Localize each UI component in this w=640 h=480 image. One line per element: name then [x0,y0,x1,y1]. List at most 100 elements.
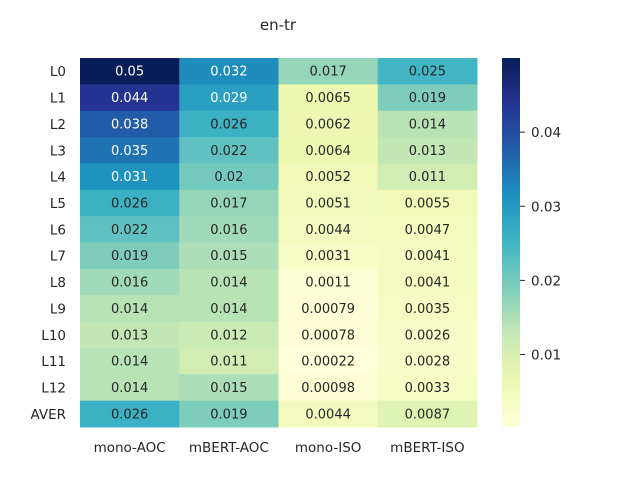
heatmap-cell [179,295,279,323]
cell-value-label: 0.011 [210,355,247,370]
cell-value-label: 0.0047 [405,223,451,238]
cell-value-label: 0.017 [310,65,347,80]
heatmap-cell [377,137,478,164]
heatmap-cell [80,268,180,296]
heatmap-cell [179,137,279,164]
heatmap-cell [278,84,379,112]
cell-value-label: 0.014 [210,302,247,317]
cell-value-label: 0.014 [409,117,446,132]
heatmap-cell [80,84,180,112]
cell-value-label: 0.00022 [301,355,355,370]
heatmap-cell [80,137,180,164]
heatmap-cell [179,347,279,375]
cell-value-label: 0.0033 [405,381,451,396]
y-tick-label: L6 [50,222,66,238]
cell-value-label: 0.015 [210,381,247,396]
colorbar: 0.01 0.02 0.03 0.04 [502,58,561,427]
x-tick-label: mBERT-ISO [390,440,464,456]
cell-value-label: 0.016 [210,223,247,238]
heatmap-cell [278,110,379,138]
y-tick-label: AVER [30,407,66,423]
y-tick-label: L10 [41,328,66,344]
cell-value-label: 0.00079 [301,302,355,317]
cell-value-label: 0.0087 [405,407,451,422]
cell-value-label: 0.038 [111,117,148,132]
heatmap-cell [278,216,379,243]
cell-value-label: 0.0041 [405,249,451,264]
x-tick-label: mono-AOC [94,440,166,456]
chart-title: en-tr [260,16,297,34]
cell-value-label: 0.0044 [305,223,351,238]
cell-value-label: 0.00078 [301,328,355,343]
heatmap-cell [179,216,279,243]
y-tick-label: L7 [50,249,66,265]
heatmap-cell [179,163,279,191]
colorbar-tick-label: 0.01 [531,348,561,364]
cell-value-label: 0.026 [111,196,148,211]
heatmap-cell [80,295,180,323]
cell-value-label: 0.0035 [405,302,451,317]
heatmap-cell [80,347,180,375]
heatmap-cell [80,58,180,85]
heatmap-cell [179,189,279,217]
cell-value-label: 0.0062 [305,117,351,132]
heatmap-cell [377,216,478,243]
heatmap-cell [377,374,478,402]
heatmap-cell [377,321,478,349]
x-tick-label: mBERT-AOC [189,440,269,456]
heatmap-cell [179,242,279,270]
y-tick-label: L12 [41,380,66,396]
cell-value-label: 0.019 [210,407,247,422]
heatmap-cell [179,321,279,349]
cell-value-label: 0.013 [111,328,148,343]
cell-value-label: 0.026 [210,117,247,132]
y-axis-tick-labels: L0 L1 L2 L3 L4 L5 L6 L7 L8 L9 L10 L11 L12 AVER [30,64,66,423]
heatmap-cell [377,242,478,270]
heatmap-cell [377,400,478,428]
cell-value-label: 0.035 [111,144,148,159]
heatmap-cell [80,189,180,217]
cell-value-label: 0.0051 [305,196,351,211]
x-tick-label: mono-ISO [295,440,362,456]
heatmap-cell [179,400,279,428]
heatmap-cell [179,268,279,296]
cell-value-label: 0.00098 [301,381,355,396]
cell-value-label: 0.015 [210,249,247,264]
cell-value-label: 0.0011 [305,276,351,291]
colorbar-tick-label: 0.03 [531,199,561,215]
y-tick-label: L11 [41,354,66,370]
y-tick-label: L5 [50,196,66,212]
cell-value-label: 0.0065 [305,91,351,106]
heatmap-cell [377,189,478,217]
cell-value-label: 0.0031 [305,249,351,264]
heatmap-cell [179,110,279,138]
heatmap-cell [377,110,478,138]
cell-value-label: 0.0055 [405,196,451,211]
cell-value-label: 0.022 [210,144,247,159]
cell-value-label: 0.014 [210,276,247,291]
heatmap-cell [278,163,379,191]
heatmap-cell [278,268,379,296]
heatmap-cell [278,347,379,375]
heatmap-cell [377,268,478,296]
cell-value-label: 0.0026 [405,328,451,343]
cell-value-label: 0.019 [111,249,148,264]
heatmap-cell [278,321,379,349]
y-tick-label: L2 [50,117,66,133]
y-tick-label: L3 [50,143,66,159]
heatmap-cell [278,189,379,217]
cell-value-label: 0.026 [111,407,148,422]
cell-value-label: 0.0044 [305,407,351,422]
heatmap-cell [80,321,180,349]
heatmap-cell [80,242,180,270]
heatmap-cell [278,400,379,428]
cell-value-label: 0.025 [409,65,446,80]
cell-value-label: 0.0028 [405,355,451,370]
cell-value-label: 0.02 [214,170,243,185]
y-tick-label: L0 [50,64,66,80]
colorbar-tick-label: 0.04 [531,125,561,141]
heatmap-cell [80,374,180,402]
cell-value-label: 0.0064 [305,144,351,159]
cell-value-label: 0.019 [409,91,446,106]
